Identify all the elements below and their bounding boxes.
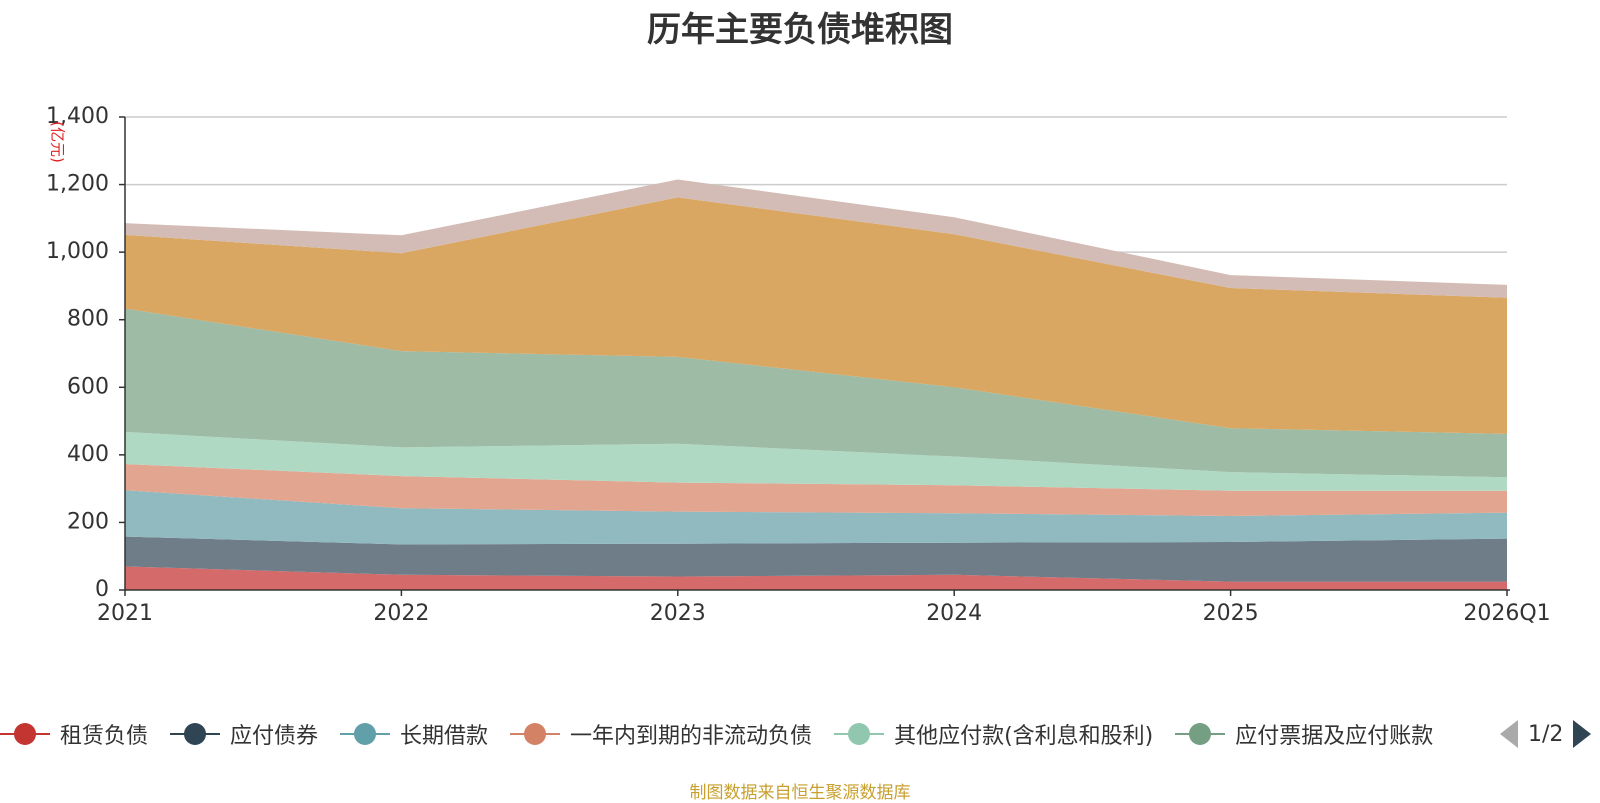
area-series-7[interactable] <box>125 197 1507 434</box>
stacked-areas <box>125 179 1507 590</box>
x-axis-ticks: 2021 2022 2023 2024 2025 2026Q1 <box>97 590 1551 626</box>
y-tick-label: 0 <box>95 577 109 602</box>
legend-marker-icon <box>0 722 50 746</box>
legend-prev-page-icon[interactable] <box>1500 720 1518 748</box>
legend-label: 租赁负债 <box>60 724 149 749</box>
legend-marker-icon <box>510 722 561 746</box>
legend-item[interactable]: 长期借款 <box>340 718 488 750</box>
area-series-1[interactable] <box>125 566 1507 590</box>
area-series-3[interactable] <box>125 490 1507 545</box>
chart-title: 历年主要负债堆积图 <box>647 10 953 50</box>
legend-item[interactable]: 租赁负债 <box>0 718 148 750</box>
legend-label: 应付票据及应付账款 <box>1235 724 1434 749</box>
legend-item[interactable]: 其他应付款(含利息和股利) <box>834 718 1153 750</box>
legend-item[interactable]: 一年内到期的非流动负债 <box>510 718 812 750</box>
area-series-6[interactable] <box>125 308 1507 478</box>
x-tick-label: 2024 <box>926 601 982 626</box>
legend-label: 应付债券 <box>230 724 319 749</box>
x-tick-label: 2022 <box>373 601 429 626</box>
axes <box>124 117 1510 591</box>
x-tick-label: 2021 <box>97 601 153 626</box>
legend-label: 其他应付款(含利息和股利) <box>894 724 1154 749</box>
area-series-4[interactable] <box>125 464 1507 516</box>
legend-pager: 1/2 <box>1500 716 1592 752</box>
y-tick-label: 1,200 <box>46 172 109 197</box>
y-tick-label: 200 <box>67 509 109 534</box>
area-series-2[interactable] <box>125 536 1507 582</box>
x-tick-label: 2026Q1 <box>1463 601 1550 626</box>
legend-marker-icon <box>1175 722 1226 746</box>
x-tick-label: 2023 <box>650 601 706 626</box>
legend-page-indicator: 1/2 <box>1528 721 1564 747</box>
legend-label: 一年内到期的非流动负债 <box>570 724 813 749</box>
area-series-5[interactable] <box>125 431 1507 491</box>
y-tick-label: 600 <box>67 374 109 399</box>
source-note: 制图数据来自恒生聚源数据库 <box>689 783 911 803</box>
y-tick-label: 800 <box>67 307 109 332</box>
legend-marker-icon <box>340 722 391 746</box>
legend: 租赁负债 应付债券 长期借款 一年内到期的非流动负债 其他应付款(含利息和股利) 应付票据… <box>0 713 1490 755</box>
y-axis-unit-label: (亿元) <box>49 121 67 163</box>
legend-item[interactable]: 应付债券 <box>170 718 318 750</box>
legend-marker-icon <box>170 722 221 746</box>
y-tick-label: 1,400 <box>46 104 109 129</box>
area-series-8[interactable] <box>125 179 1507 298</box>
legend-label: 长期借款 <box>400 724 489 749</box>
legend-marker-icon <box>834 722 885 746</box>
x-tick-label: 2025 <box>1203 601 1259 626</box>
y-axis-ticks: 0 200 400 600 800 1,000 1,200 1,400 <box>46 104 125 602</box>
y-tick-label: 400 <box>67 442 109 467</box>
y-tick-label: 1,000 <box>46 239 109 264</box>
legend-item[interactable]: 应付票据及应付账款 <box>1175 718 1433 750</box>
legend-next-page-icon[interactable] <box>1573 720 1592 748</box>
